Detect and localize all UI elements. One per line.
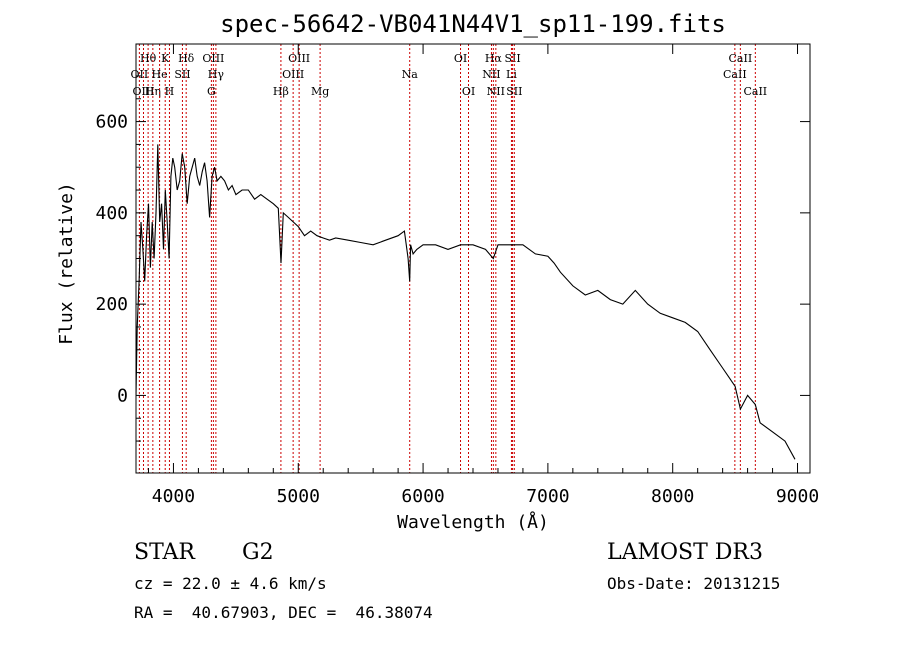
obs-date: Obs-Date: 20131215 — [607, 574, 781, 593]
line-label: SII — [504, 52, 520, 65]
y-tick-label: 400 — [95, 203, 128, 224]
y-axis-label: Flux (relative) — [56, 182, 77, 345]
line-label: He — [152, 68, 168, 81]
line-label: K — [161, 52, 170, 65]
line-label: Hη — [145, 85, 161, 98]
line-label: SII — [506, 85, 522, 98]
x-tick-label: 7000 — [526, 486, 569, 507]
line-label: Mg — [311, 85, 329, 98]
object-class: STAR — [134, 540, 195, 565]
x-tick-label: 5000 — [277, 486, 320, 507]
line-label: G — [207, 85, 216, 98]
line-label: CaII — [743, 85, 767, 98]
line-label: NII — [482, 68, 500, 81]
line-label: OIII — [132, 85, 154, 98]
line-label: OIII — [288, 52, 310, 65]
line-label: Hα — [485, 52, 503, 65]
line-label: CaII — [723, 68, 747, 81]
line-label: OII — [131, 68, 149, 81]
y-tick-label: 0 — [117, 385, 128, 406]
x-tick-label: 6000 — [401, 486, 444, 507]
line-label: Na — [402, 68, 419, 81]
x-axis-label: Wavelength (Å) — [397, 511, 549, 533]
x-tick-label: 8000 — [651, 486, 694, 507]
line-label: Hγ — [208, 68, 225, 81]
line-label: OI — [462, 85, 475, 98]
line-label: CaII — [729, 52, 753, 65]
line-label: OI — [454, 52, 467, 65]
line-label: SII — [174, 68, 190, 81]
line-label: Hβ — [273, 85, 289, 98]
y-tick-label: 600 — [95, 112, 128, 133]
line-label: Hδ — [178, 52, 195, 65]
spectrum-series-0 — [136, 144, 796, 460]
chart-title: spec-56642-VB041N44V1_sp11-199.fits — [220, 10, 726, 38]
object-subclass: G2 — [242, 540, 274, 565]
line-label: OIII — [282, 68, 304, 81]
line-label: OIII — [202, 52, 224, 65]
survey-label: LAMOST DR3 — [607, 540, 763, 565]
line-label: H — [165, 85, 175, 98]
line-label: Hθ — [140, 52, 157, 65]
x-tick-label: 4000 — [152, 486, 195, 507]
x-tick-label: 9000 — [776, 486, 819, 507]
coordinates: RA = 40.67903, DEC = 46.38074 — [134, 603, 433, 622]
redshift-value: cz = 22.0 ± 4.6 km/s — [134, 574, 327, 593]
plot-frame — [135, 43, 811, 474]
line-label: Li — [506, 68, 517, 81]
line-label: NII — [487, 85, 505, 98]
y-tick-label: 200 — [95, 294, 128, 315]
